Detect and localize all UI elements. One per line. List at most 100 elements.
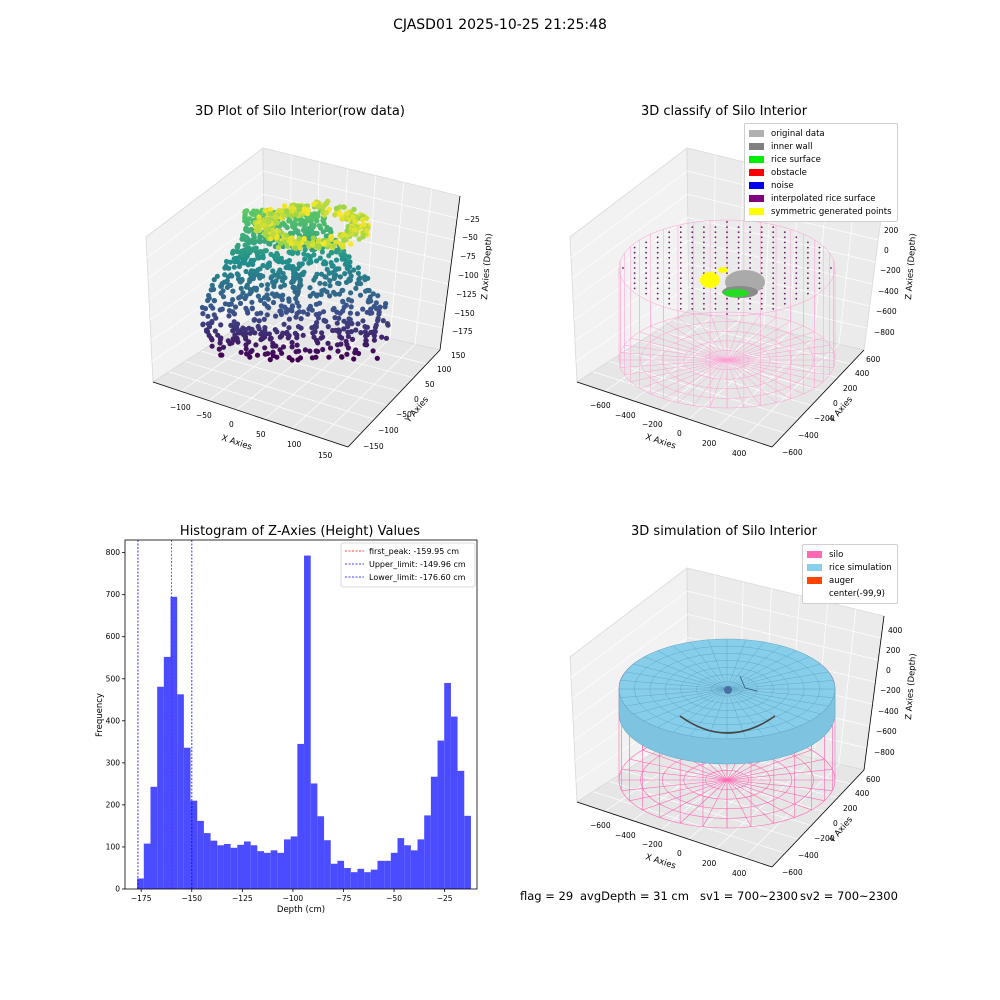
surface-point xyxy=(668,287,671,290)
pane-gridline xyxy=(688,240,873,285)
raw-point xyxy=(331,243,337,249)
surface-point xyxy=(783,272,786,274)
surface-point xyxy=(737,267,740,269)
histogram-bar xyxy=(304,555,311,889)
raw-point xyxy=(312,329,318,335)
raw-point xyxy=(258,297,264,303)
raw-point xyxy=(244,220,250,226)
surface-point xyxy=(633,262,636,264)
legend-entry: original data xyxy=(749,127,892,140)
raw-point xyxy=(332,315,338,321)
silo-floor-spoke xyxy=(693,314,728,361)
pane-gridline xyxy=(640,340,825,392)
surface-point xyxy=(714,241,717,244)
raw-point xyxy=(239,277,245,283)
raw-point xyxy=(253,239,259,245)
raw-point xyxy=(243,330,249,336)
pane-gridline xyxy=(672,319,851,365)
raw-point xyxy=(208,303,214,309)
raw-point xyxy=(268,235,274,242)
raw-point xyxy=(297,245,303,251)
histogram-bar xyxy=(210,840,218,889)
histogram-bar xyxy=(397,838,405,889)
surface-point xyxy=(772,256,775,259)
raw-point xyxy=(274,234,280,240)
raw-point xyxy=(228,322,234,328)
surface-point xyxy=(668,262,671,264)
pane-gridline xyxy=(687,590,882,639)
plot2-xtick: 200 xyxy=(702,439,717,448)
raw-point xyxy=(339,216,345,222)
surface-point xyxy=(772,297,775,300)
surface-point xyxy=(807,272,809,274)
silo-floor-spoke xyxy=(726,359,777,403)
raw-point xyxy=(305,311,311,317)
raw-point xyxy=(280,292,286,298)
raw-point xyxy=(376,311,382,317)
plot2-zlabel: Z Axies (Depth) xyxy=(904,233,919,300)
surface-point xyxy=(691,282,694,285)
raw-point xyxy=(336,291,343,297)
raw-point xyxy=(289,344,295,350)
raw-point xyxy=(364,227,370,234)
rice-mesh-spoke xyxy=(726,688,782,733)
raw-point xyxy=(355,265,361,271)
surface-point xyxy=(818,282,821,285)
raw-point xyxy=(367,310,373,316)
surface-point xyxy=(656,277,659,280)
surface-point xyxy=(783,302,786,305)
raw-point xyxy=(302,256,308,262)
surface-point xyxy=(772,231,775,234)
legend-upper-limit: Upper_limit: -149.96 cm xyxy=(369,560,466,569)
surface-point xyxy=(772,277,775,280)
surface-point xyxy=(737,226,740,229)
raw-point xyxy=(326,354,332,360)
histogram-bar xyxy=(437,740,445,889)
rice-depression-edge xyxy=(679,715,776,734)
raw-point xyxy=(251,257,257,263)
raw-point xyxy=(269,291,275,297)
histogram-bar xyxy=(424,815,431,889)
surface-point xyxy=(714,292,717,295)
surface-point xyxy=(749,302,751,305)
surface-point xyxy=(656,282,659,285)
raw-point xyxy=(330,327,336,334)
surface-point xyxy=(795,236,798,239)
surface-point xyxy=(830,267,832,269)
raw-point xyxy=(235,272,241,278)
raw-point xyxy=(351,267,357,273)
surface-point xyxy=(679,262,682,264)
surface-point xyxy=(772,236,775,239)
plot2-xtick: −200 xyxy=(642,420,663,429)
surface-point xyxy=(714,302,717,305)
legend-swatch xyxy=(807,590,822,597)
surface-point xyxy=(691,262,694,264)
raw-point xyxy=(251,317,257,323)
surface-point xyxy=(783,277,786,280)
pane-gridline xyxy=(147,194,264,279)
raw-point xyxy=(326,253,332,259)
silo-floor-spoke xyxy=(663,320,728,361)
raw-point xyxy=(358,330,364,336)
surface-point xyxy=(679,308,682,310)
raw-point xyxy=(346,316,352,322)
surface-point xyxy=(668,251,671,254)
raw-point xyxy=(373,306,380,312)
histogram-bar xyxy=(243,841,251,889)
plot1-ytick: 0 xyxy=(414,395,419,404)
surface-point xyxy=(749,262,751,264)
silo-floor-spoke xyxy=(630,359,728,383)
legend-label: interpolated rice surface xyxy=(771,193,876,204)
raw-point xyxy=(255,224,261,230)
raw-point xyxy=(235,242,241,248)
histogram-bar xyxy=(230,847,238,889)
raw-point xyxy=(310,235,317,241)
surface-point xyxy=(783,231,786,234)
plot2-ztick: 0 xyxy=(884,246,889,255)
plot4-3d-simulation: −600 −400 −200 0 200 400 −600 −400 −200 … xyxy=(569,567,919,878)
histogram-bar xyxy=(377,860,385,889)
legend-label: auger xyxy=(829,575,854,586)
surface-point xyxy=(679,241,682,244)
raw-point xyxy=(234,249,240,255)
silo-floor-spoke xyxy=(726,317,777,361)
